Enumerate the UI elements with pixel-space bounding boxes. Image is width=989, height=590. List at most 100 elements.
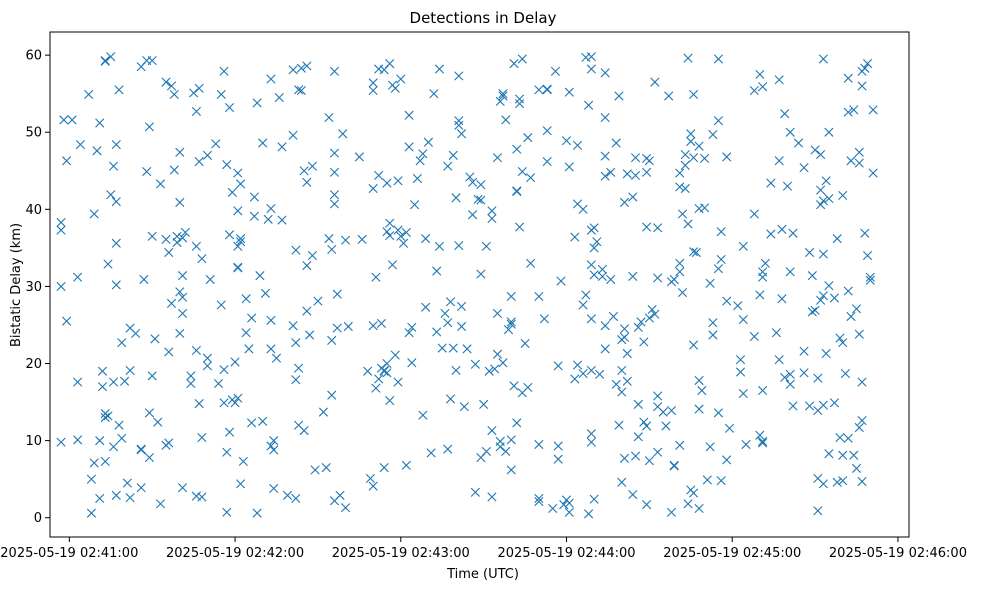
data-point [622,348,632,359]
data-point [622,376,632,386]
data-point [393,176,403,186]
data-point [666,405,677,416]
data-point [476,269,486,279]
data-point [832,234,842,244]
data-point [713,264,724,274]
data-point [862,59,873,69]
data-point [816,200,826,210]
data-point [454,116,464,126]
data-point [694,404,704,414]
data-point [647,304,657,315]
data-point [426,448,436,458]
data-point [617,387,627,397]
x-tick-label: 2025-05-19 02:44:00 [497,546,635,561]
data-point [224,230,235,240]
data-point [263,214,273,224]
data-point [691,247,701,258]
data-point [73,435,83,445]
data-point [829,293,840,303]
data-point [175,197,185,207]
data-point [642,421,652,431]
data-point [860,228,870,238]
data-point [816,185,826,195]
x-axis: 2025-05-19 02:41:00 2025-05-19 02:42:00 20… [0,537,967,561]
data-point [443,161,453,171]
data-point [633,399,643,409]
y-tick-label: 60 [25,49,42,64]
data-point [476,195,486,205]
data-point [117,338,127,348]
data-point [619,324,630,334]
data-point [401,227,411,238]
x-tick-label: 2025-05-19 02:43:00 [332,546,470,561]
data-point [329,167,340,177]
data-point [191,345,201,356]
data-point [606,167,616,177]
data-point [501,446,511,457]
data-point [862,250,873,261]
data-point [807,307,817,317]
data-point [224,102,235,113]
data-point [818,54,828,64]
data-point [155,179,166,189]
data-point [509,381,519,391]
x-axis-label: Time (UTC) [446,567,519,582]
data-point [818,479,828,489]
data-point [291,375,301,385]
data-point [252,508,262,518]
y-tick-label: 30 [25,280,42,295]
data-point [385,395,395,406]
data-point [600,344,610,354]
data-point [490,364,500,374]
data-point [686,136,696,147]
data-point [144,122,155,132]
y-axis-label: Bistatic Delay (km) [9,223,24,347]
data-point [418,410,428,420]
data-point [327,335,337,345]
data-point [302,261,312,271]
data-point [636,317,646,327]
data-point [680,183,690,194]
data-point [851,304,862,314]
data-point [164,347,174,357]
data-point [404,142,414,152]
data-point [376,318,387,329]
data-point [868,105,878,115]
data-point [589,494,599,504]
data-point [233,263,243,273]
data-point [816,149,826,160]
data-point [716,476,726,486]
data-point [379,463,389,473]
data-point [838,190,848,201]
data-point [114,85,124,95]
data-point [456,321,467,332]
data-point [227,395,237,405]
data-point [658,407,668,417]
data-point [161,77,171,87]
data-point [758,438,768,448]
data-point [818,249,828,259]
data-point [708,318,718,328]
data-point [735,367,746,377]
data-point [111,280,121,290]
data-point [821,348,831,359]
data-point [755,69,765,79]
data-point [456,301,467,312]
data-point [713,116,724,126]
data-point [857,81,867,91]
data-point [476,452,486,463]
data-point [293,420,304,430]
data-point [329,190,340,200]
data-point [222,447,232,457]
data-point [266,315,276,325]
data-point [454,71,464,81]
data-point [780,372,790,382]
data-point [724,423,735,433]
data-point [512,187,522,197]
data-point [542,156,552,167]
data-point [175,147,185,157]
data-point [59,115,69,125]
data-point [95,118,105,128]
data-point [592,237,602,247]
data-point [291,493,301,504]
